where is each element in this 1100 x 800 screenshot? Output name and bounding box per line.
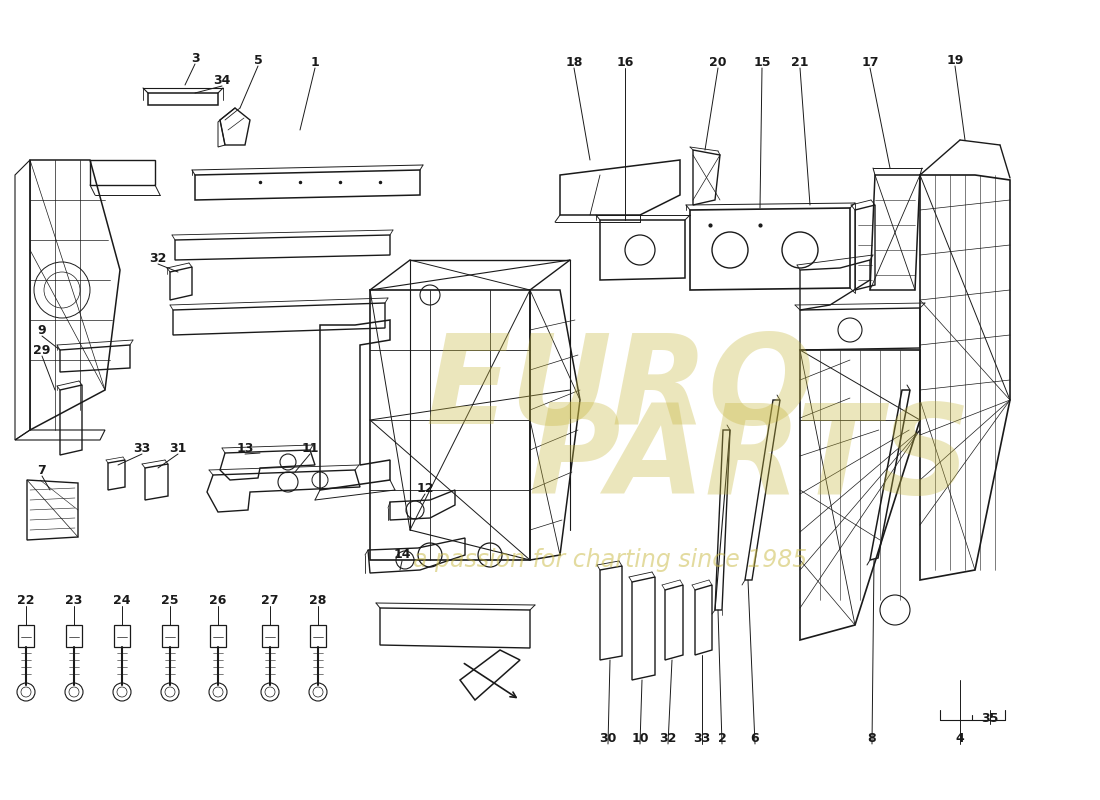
Text: 28: 28 <box>309 594 327 606</box>
Text: 35: 35 <box>981 711 999 725</box>
Text: 12: 12 <box>416 482 433 494</box>
Text: 18: 18 <box>565 55 583 69</box>
Text: 16: 16 <box>616 55 634 69</box>
Text: 14: 14 <box>394 549 410 562</box>
Bar <box>310 625 326 647</box>
Bar <box>18 625 34 647</box>
Text: 26: 26 <box>209 594 227 606</box>
Bar <box>262 625 278 647</box>
Text: 29: 29 <box>33 343 51 357</box>
Text: 24: 24 <box>113 594 131 606</box>
Text: 13: 13 <box>236 442 254 454</box>
Text: 8: 8 <box>868 731 877 745</box>
Text: a passion for charting since 1985: a passion for charting since 1985 <box>412 548 807 572</box>
Text: 4: 4 <box>956 731 965 745</box>
Text: 32: 32 <box>659 731 676 745</box>
Bar <box>114 625 130 647</box>
Text: 20: 20 <box>710 55 727 69</box>
Text: 7: 7 <box>37 463 46 477</box>
Text: 34: 34 <box>213 74 231 86</box>
Text: 17: 17 <box>861 55 879 69</box>
Text: 3: 3 <box>190 51 199 65</box>
Text: 1: 1 <box>310 55 319 69</box>
Text: 23: 23 <box>65 594 82 606</box>
Text: 9: 9 <box>37 323 46 337</box>
Text: PARTS: PARTS <box>529 399 971 521</box>
Text: 32: 32 <box>150 251 167 265</box>
Bar <box>210 625 225 647</box>
Text: 11: 11 <box>301 442 319 454</box>
Text: 33: 33 <box>693 731 711 745</box>
Text: EURO: EURO <box>426 330 815 450</box>
Bar <box>66 625 82 647</box>
Text: 10: 10 <box>631 731 649 745</box>
Text: 33: 33 <box>133 442 151 454</box>
Text: 22: 22 <box>18 594 35 606</box>
Text: 25: 25 <box>162 594 178 606</box>
Text: 27: 27 <box>262 594 278 606</box>
Text: 21: 21 <box>791 55 808 69</box>
Text: 2: 2 <box>717 731 726 745</box>
Bar <box>148 93 218 105</box>
Text: 19: 19 <box>946 54 964 66</box>
Text: 6: 6 <box>750 731 759 745</box>
Text: 31: 31 <box>169 442 187 454</box>
Text: 15: 15 <box>754 55 771 69</box>
Text: 30: 30 <box>600 731 617 745</box>
Text: 5: 5 <box>254 54 263 66</box>
Bar <box>162 625 178 647</box>
